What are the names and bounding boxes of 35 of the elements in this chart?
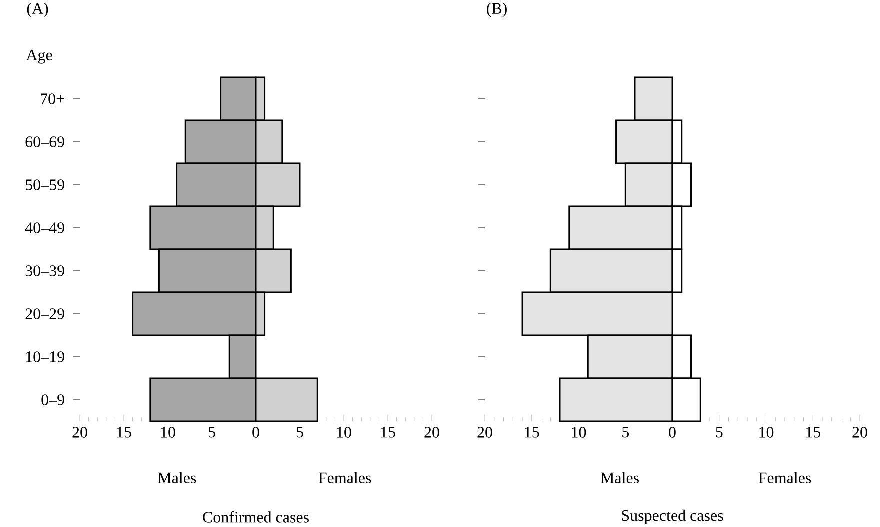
y-tick-label: 50–59	[26, 180, 64, 190]
x-tick-label: 20	[72, 427, 88, 438]
x-tick-label: 15	[117, 427, 132, 438]
x-tick-label: 10	[760, 427, 774, 438]
y-tick-label: 30–39	[26, 266, 64, 276]
chart-title: (A)	[27, 2, 48, 18]
chart-title: (B)	[487, 2, 507, 18]
x-tick-label: 5	[296, 427, 304, 438]
x-tick-label: 15	[806, 427, 821, 438]
x-tick-label: 15	[525, 427, 540, 438]
x-tick-label: 10	[337, 427, 352, 438]
y-tick-label: 40–49	[25, 222, 64, 234]
x-tick-label: 0	[669, 427, 676, 438]
x-tick-label: 10	[572, 427, 586, 438]
y-tick-label: 70+	[41, 94, 64, 104]
x-tick-label: 0	[252, 427, 260, 438]
y-tick-label: 10–19	[26, 352, 64, 362]
text: Males	[600, 472, 639, 484]
x-tick-label: 20	[424, 427, 440, 438]
y-tick-label: 0–9	[42, 394, 64, 406]
x-tick-label: 10	[161, 427, 176, 438]
x-tick-label: 15	[381, 427, 396, 438]
text: Males	[158, 472, 196, 484]
x-tick-label: 5	[716, 427, 723, 438]
x-axis-title: Confirmed cases	[203, 511, 309, 523]
y-axis-title: Age	[26, 50, 52, 64]
x-axis-title: Suspected cases	[622, 510, 724, 524]
x-tick-label: 20	[478, 427, 492, 438]
y-tick-label: 60–69	[26, 136, 64, 148]
x-tick-label: 20	[852, 427, 868, 438]
text: Females	[318, 472, 372, 484]
y-tick-label: 20–29	[26, 308, 64, 320]
x-tick-label: 5	[208, 427, 216, 438]
text: Females	[758, 472, 812, 484]
x-tick-label: 5	[622, 427, 630, 438]
